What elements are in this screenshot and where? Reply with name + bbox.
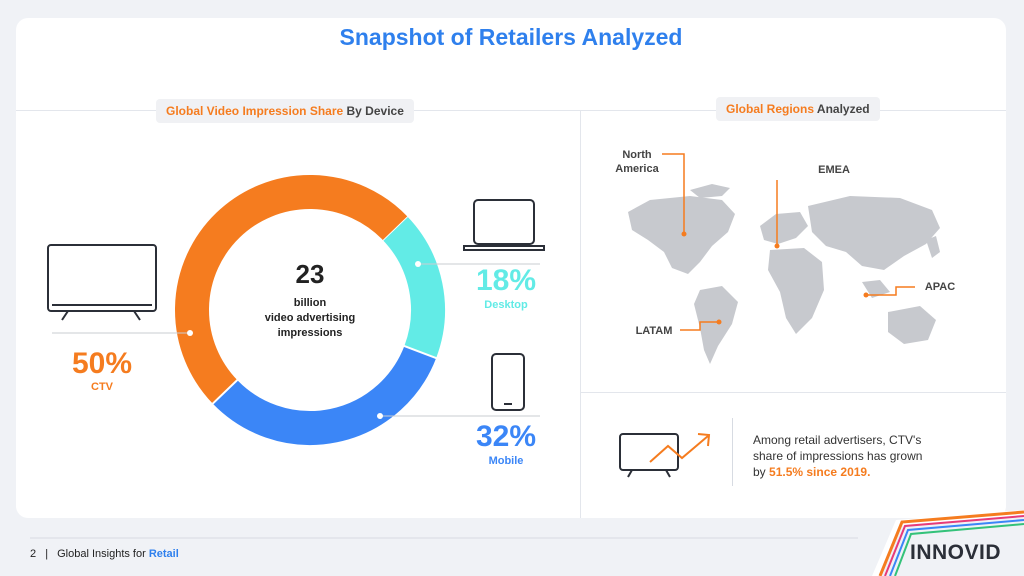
ctv-leader-dot [187,330,193,336]
region-latam: LATAM [635,325,673,337]
stat-highlight: 51.5% since 2019. [769,465,871,479]
stat-prefix: by [753,465,770,479]
footer-text: Global Insights for [57,548,149,560]
device-label-highlight: Global Video Impression Share [166,104,344,118]
desktop-label: Desktop [484,299,528,311]
ctv-growth-icon [619,433,711,478]
donut-separator [211,378,239,406]
phone-icon [491,353,525,411]
region-north-america-line1: North [622,149,652,161]
regions-label-highlight: Global Regions [726,102,815,116]
north-america-marker [681,231,687,237]
emea-marker [774,243,780,249]
stat-line-3: by 51.5% since 2019. [753,464,993,480]
apac-marker [863,292,869,298]
impressions-total: 23 [295,259,325,289]
innovid-logo-mark [872,510,1024,576]
caption-line-2: video advertising [264,312,356,324]
stat-divider [732,418,733,486]
right-divider [580,392,1006,393]
mobile-percent: 32% [475,420,537,453]
ctv-label: CTV [91,381,113,393]
footer-highlight: Retail [148,548,179,560]
caption-line-3: impressions [277,327,343,339]
device-label-rest: By Device [343,104,404,118]
ctv-growth-statement: Among retail advertisers, CTV's share of… [753,432,993,480]
stat-line-1: Among retail advertisers, CTV's [753,433,922,447]
mobile-label: Mobile [488,455,524,467]
page-title: Snapshot of Retailers Analyzed [339,24,683,50]
section-divider [580,110,581,518]
donut-segment-ctv [175,175,408,404]
stat-line-2: share of impressions has grown [753,449,923,463]
donut-segment-desktop [382,216,445,359]
impressions-caption: billion video advertising impressions [230,296,390,341]
donut-separator [403,344,438,360]
world-map [628,184,940,364]
laptop-icon [463,199,545,251]
desktop-leader-dot [415,261,421,267]
map-markers [662,153,915,331]
region-apac: APAC [924,281,956,293]
footer: 2 | Global Insights for Retail [30,548,179,560]
header-divider [16,110,1006,111]
innovid-logo-text: INNOVID [910,541,1002,564]
regions-section-label: Global Regions Analyzed [716,97,880,121]
desktop-percent: 18% [475,264,537,297]
latam-marker [716,319,722,325]
region-north-america: North America [608,148,666,176]
caption-line-1: billion [293,297,327,309]
regions-label-rest: Analyzed [814,102,870,116]
footer-separator: | [45,548,49,560]
donut-segment-mobile [212,345,437,445]
mobile-leader-dot [377,413,383,419]
tv-icon [47,244,157,321]
ctv-percent: 50% [71,347,133,380]
region-north-america-line2: America [615,163,659,175]
region-emea: EMEA [818,164,850,176]
page-number: 2 [30,548,37,560]
device-section-label: Global Video Impression Share By Device [156,99,414,123]
